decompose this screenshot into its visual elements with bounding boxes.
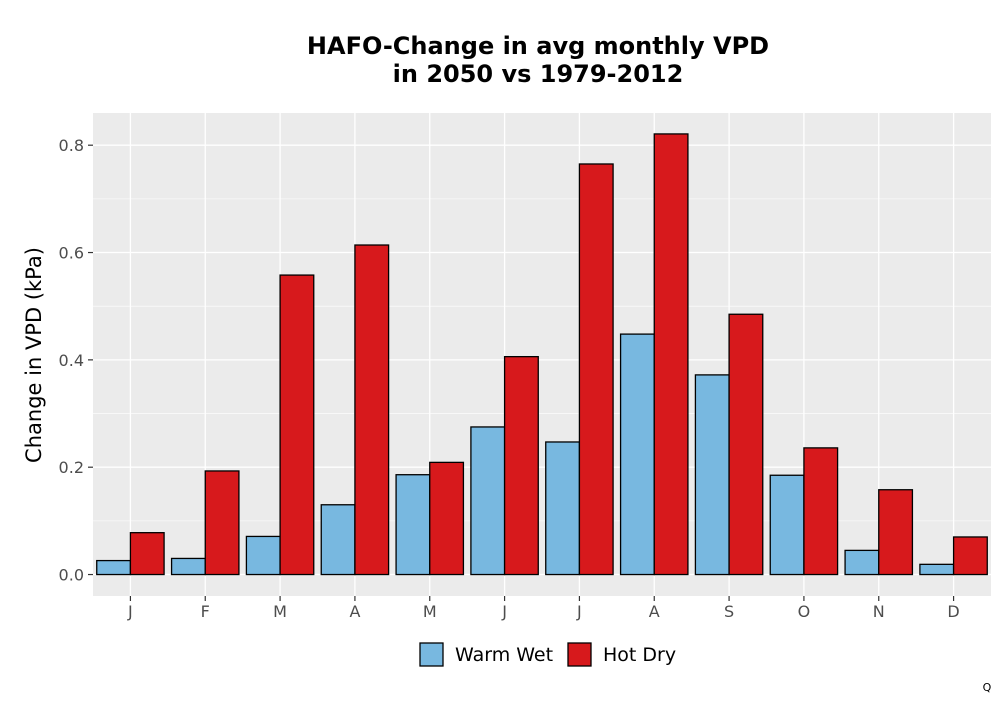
bar-warm-wet bbox=[919, 563, 955, 576]
y-axis-label: Change in VPD (kPa) bbox=[22, 247, 46, 463]
y-axis: 0.0 0.2 0.4 0.6 0.8 bbox=[59, 136, 93, 585]
legend-label: Warm Wet bbox=[455, 644, 553, 666]
bar-hot-dry bbox=[429, 461, 465, 576]
bar-hot-dry bbox=[653, 133, 689, 576]
bars bbox=[96, 133, 988, 576]
chart-title-line: HAFO-Change in avg monthly VPD bbox=[307, 32, 769, 60]
legend-key-warm-wet bbox=[419, 642, 444, 667]
y-tick-label: 0.8 bbox=[59, 136, 84, 155]
x-tick-label: A bbox=[649, 602, 660, 621]
bar-warm-wet bbox=[619, 333, 655, 576]
x-tick-label: M bbox=[273, 602, 287, 621]
bar-hot-dry bbox=[354, 244, 390, 576]
bar-warm-wet bbox=[844, 549, 880, 576]
bar-hot-dry bbox=[503, 355, 539, 576]
bar-hot-dry bbox=[279, 274, 315, 576]
x-tick-label: A bbox=[349, 602, 360, 621]
bar-warm-wet bbox=[694, 374, 730, 576]
legend-key-hot-dry bbox=[567, 642, 592, 667]
bar-hot-dry bbox=[204, 470, 240, 576]
bar-hot-dry bbox=[803, 447, 839, 576]
y-tick-label: 0.2 bbox=[59, 458, 84, 477]
bar-warm-wet bbox=[545, 441, 581, 576]
x-tick-label: J bbox=[576, 602, 582, 621]
x-tick-label: F bbox=[201, 602, 210, 621]
y-tick-label: 0.4 bbox=[59, 351, 84, 370]
x-tick-label: M bbox=[423, 602, 437, 621]
bar-hot-dry bbox=[952, 536, 988, 576]
bar-warm-wet bbox=[769, 474, 805, 576]
chart-title-line: in 2050 vs 1979-2012 bbox=[393, 60, 684, 88]
x-tick-label: J bbox=[127, 602, 133, 621]
bar-warm-wet bbox=[170, 557, 206, 576]
x-tick-label: J bbox=[501, 602, 507, 621]
bar-warm-wet bbox=[395, 474, 431, 576]
legend: Warm Wet Hot Dry bbox=[419, 642, 676, 667]
y-tick-label: 0.6 bbox=[59, 244, 84, 263]
bar-warm-wet bbox=[245, 535, 281, 576]
bar-warm-wet bbox=[320, 504, 356, 576]
bar-hot-dry bbox=[129, 532, 165, 576]
x-tick-label: N bbox=[873, 602, 885, 621]
bar-hot-dry bbox=[878, 489, 914, 576]
bar-warm-wet bbox=[470, 426, 506, 576]
bar-warm-wet bbox=[96, 559, 132, 576]
bar-hot-dry bbox=[578, 163, 614, 576]
legend-label: Hot Dry bbox=[603, 644, 676, 666]
x-tick-label: O bbox=[798, 602, 811, 621]
corner-mark: Q bbox=[983, 681, 992, 694]
x-tick-label: S bbox=[724, 602, 734, 621]
y-tick-label: 0.0 bbox=[59, 566, 84, 585]
plot-panel bbox=[93, 113, 991, 596]
x-tick-label: D bbox=[947, 602, 959, 621]
bar-hot-dry bbox=[728, 313, 764, 576]
